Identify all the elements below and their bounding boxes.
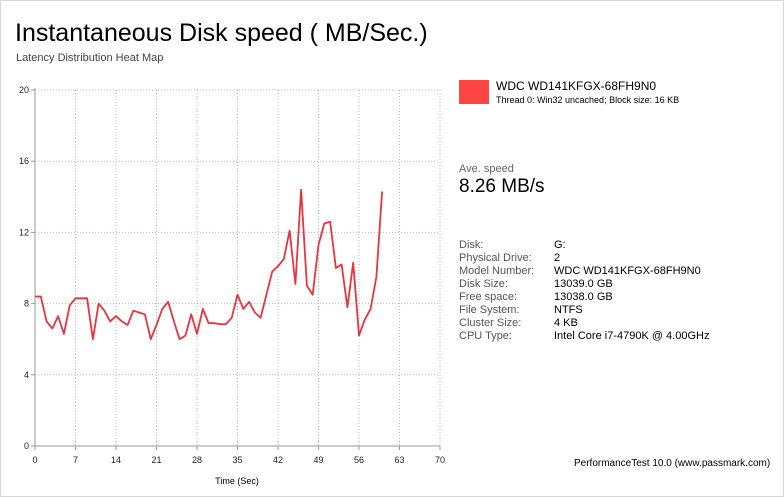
info-value: Intel Core i7-4790K @ 4.00GHz — [554, 330, 710, 342]
info-label: CPU Type: — [459, 330, 512, 342]
footer-credit: PerformanceTest 10.0 (www.passmark.com) — [574, 458, 771, 469]
x-tick-label: 56 — [354, 455, 364, 465]
y-tick-label: 4 — [24, 370, 29, 380]
y-tick-label: 20 — [19, 85, 29, 95]
info-label: Disk Size: — [459, 278, 508, 290]
y-tick-label: 8 — [24, 299, 29, 309]
y-tick-label: 16 — [19, 156, 29, 166]
average-speed-value: 8.26 MB/s — [459, 176, 545, 197]
y-tick-label: 0 — [24, 441, 29, 451]
x-tick-label: 28 — [192, 455, 202, 465]
info-value: 13038.0 GB — [554, 291, 613, 303]
chart-series — [35, 188, 383, 341]
info-label: Model Number: — [459, 265, 535, 277]
x-axis-label: Time (Sec) — [215, 476, 259, 486]
info-value: WDC WD141KFGX-68FH9N0 — [554, 265, 701, 277]
y-tick-label: 12 — [19, 227, 29, 237]
page-title: Instantaneous Disk speed ( MB/Sec.) — [15, 19, 428, 47]
legend-swatch — [459, 80, 489, 104]
chart-axes — [31, 88, 441, 450]
info-value: 4 KB — [554, 317, 578, 329]
info-value: 13039.0 GB — [554, 278, 613, 290]
y-tick-labels: 0 4 8 12 16 20 — [19, 85, 29, 451]
info-value: 2 — [554, 252, 561, 264]
info-label: Free space: — [459, 291, 518, 303]
x-tick-label: 35 — [232, 455, 242, 465]
x-tick-label: 21 — [151, 455, 161, 465]
x-tick-label: 63 — [394, 455, 404, 465]
x-tick-label: 7 — [73, 455, 78, 465]
x-tick-label: 42 — [273, 455, 283, 465]
x-tick-label: 49 — [313, 455, 323, 465]
legend-thread-detail: Thread 0: Win32 uncached; Block size: 16… — [496, 95, 680, 105]
speed-series-line — [35, 188, 383, 341]
x-tick-labels: 0 7 14 21 28 35 42 49 56 63 70 — [32, 455, 445, 465]
page-subtitle: Latency Distribution Heat Map — [16, 52, 164, 64]
info-label: File System: — [459, 304, 520, 316]
x-tick-label: 70 — [435, 455, 445, 465]
chart-grid — [34, 89, 441, 447]
x-tick-label: 14 — [111, 455, 121, 465]
legend-drive-name: WDC WD141KFGX-68FH9N0 — [496, 79, 657, 93]
info-label: Cluster Size: — [459, 317, 522, 329]
x-tick-label: 0 — [32, 455, 37, 465]
info-label: Disk: — [459, 239, 484, 251]
info-label: Physical Drive: — [459, 252, 532, 264]
info-value: NTFS — [554, 304, 583, 316]
info-value: G: — [554, 239, 566, 251]
average-speed-label: Ave. speed — [459, 163, 514, 175]
